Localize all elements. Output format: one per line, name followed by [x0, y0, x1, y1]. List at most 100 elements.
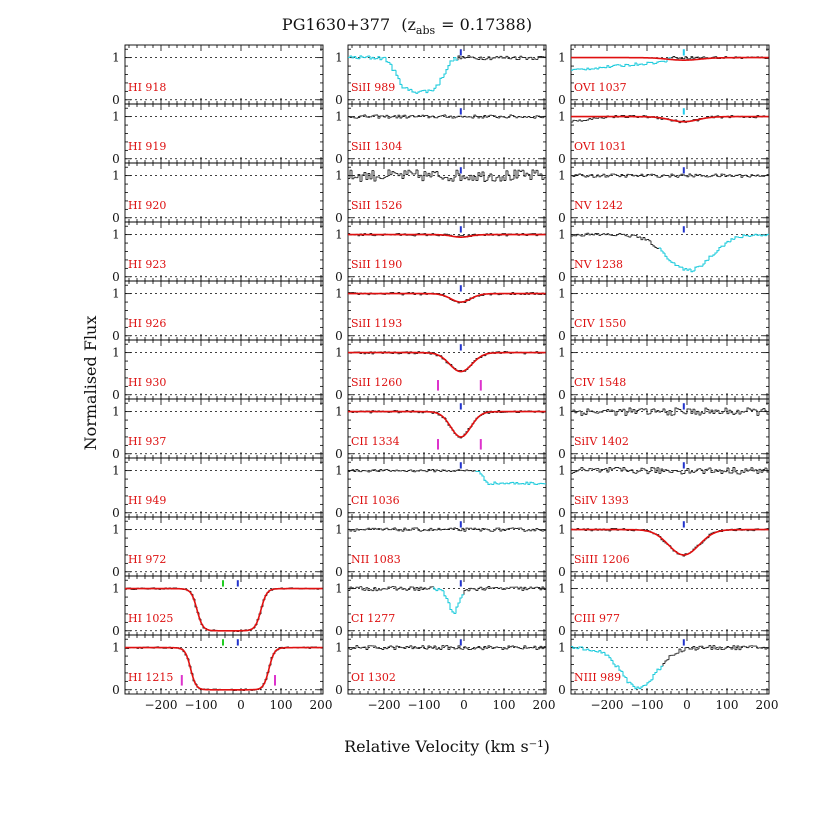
ion-label: CIV 1550: [574, 317, 626, 330]
y-tick-label: 0: [112, 329, 120, 343]
panel: 0 1 HI 972: [112, 516, 324, 579]
y-tick-label: 1: [112, 582, 120, 596]
panel: 0 1 SiII 1304: [335, 103, 547, 166]
ion-label: NIII 989: [574, 671, 621, 684]
panel-frame: [124, 221, 324, 282]
ion-label: HI 930: [128, 376, 166, 389]
panel-frame: [570, 339, 770, 400]
panel: 0 1 CII 1334: [335, 398, 547, 461]
ion-label: SiII 1260: [351, 376, 402, 389]
x-tick-label: 100: [493, 698, 516, 712]
model-fit-line: [348, 292, 546, 303]
panel-frame: [570, 280, 770, 341]
spectrum-line: [571, 407, 769, 416]
panel: 0 1 CIV 1548: [558, 339, 770, 402]
y-tick-label: 1: [335, 51, 343, 65]
ion-label: HI 1215: [128, 671, 173, 684]
panel: 0 1 OVI 1031: [558, 103, 770, 166]
ion-label: NV 1238: [574, 258, 623, 271]
spectrum-line: [571, 232, 659, 249]
x-tick-label: 100: [270, 698, 293, 712]
y-tick-label: 0: [558, 93, 566, 107]
panel-frame: [347, 339, 547, 400]
ion-label: NII 1083: [351, 553, 401, 566]
y-tick-label: 0: [112, 211, 120, 225]
panel: 0 1 CII 1036: [335, 457, 547, 520]
panel-frame: [124, 398, 324, 459]
y-tick-label: 1: [558, 110, 566, 124]
panel-frame: [347, 103, 547, 164]
panel-frame: [124, 103, 324, 164]
y-tick-label: 1: [112, 523, 120, 537]
panel-frame: [347, 398, 547, 459]
ion-label: SiII 989: [351, 81, 395, 94]
y-tick-label: 1: [335, 641, 343, 655]
panel-frame: [124, 280, 324, 341]
y-tick-label: 1: [558, 582, 566, 596]
y-tick-label: 0: [112, 683, 120, 697]
ion-label: CIII 977: [574, 612, 620, 625]
y-tick-label: 1: [112, 464, 120, 478]
y-tick-label: 0: [335, 93, 343, 107]
y-tick-label: 0: [335, 211, 343, 225]
model-fit-line: [571, 528, 769, 556]
spectrum-line: [348, 527, 546, 532]
panel: 0 1 SiII 1190: [335, 221, 547, 284]
y-tick-label: 1: [335, 346, 343, 360]
y-tick-label: 0: [112, 565, 120, 579]
panel-frame: [124, 339, 324, 400]
blended-spectrum-line: [571, 645, 663, 690]
ion-label: SiII 1526: [351, 199, 402, 212]
ion-label: CII 1036: [351, 494, 400, 507]
x-tick-label: 100: [716, 698, 739, 712]
y-tick-label: 1: [558, 287, 566, 301]
spectrum-line: [348, 645, 546, 651]
x-tick-label: −200: [145, 698, 178, 712]
y-tick-label: 0: [335, 388, 343, 402]
spectrum-line: [348, 169, 546, 182]
panel: 0 1 HI 949: [112, 457, 324, 520]
y-tick-label: 0: [558, 270, 566, 284]
ion-label: HI 923: [128, 258, 166, 271]
y-tick-label: 1: [335, 405, 343, 419]
x-tick-label: 200: [533, 698, 556, 712]
ion-label: CII 1334: [351, 435, 400, 448]
panel: 0 1 OI 1302: [335, 634, 547, 697]
y-tick-label: 0: [112, 152, 120, 166]
blended-spectrum-line: [475, 470, 546, 486]
panel: 0 1 HI 1215: [112, 634, 324, 697]
y-tick-label: 1: [558, 405, 566, 419]
blended-spectrum-line: [571, 57, 671, 71]
ion-label: OI 1302: [351, 671, 396, 684]
y-tick-label: 1: [558, 523, 566, 537]
model-fit-line: [125, 587, 323, 632]
panel-frame: [347, 516, 547, 577]
panel: 0 1 SiII 989: [335, 44, 547, 107]
model-fit-line: [571, 56, 769, 61]
panel-frame: [347, 221, 547, 282]
panel-frame: [570, 398, 770, 459]
ion-label: SiII 1304: [351, 140, 402, 153]
model-fit-line: [125, 646, 323, 691]
y-tick-label: 1: [112, 110, 120, 124]
y-tick-label: 0: [112, 447, 120, 461]
y-tick-label: 1: [335, 523, 343, 537]
ion-label: HI 972: [128, 553, 166, 566]
y-tick-label: 1: [112, 641, 120, 655]
spectrum-line: [125, 646, 323, 692]
spectrum-line: [662, 645, 769, 667]
spectrum-line: [571, 173, 769, 178]
panel: 0 1 SiIV 1402: [558, 398, 770, 461]
panel-frame: [347, 634, 547, 695]
x-tick-label: 200: [310, 698, 333, 712]
y-tick-label: 1: [112, 346, 120, 360]
y-tick-label: 1: [558, 464, 566, 478]
model-fit-line: [348, 233, 546, 238]
panel: 0 1 HI 919: [112, 103, 324, 166]
panel: 0 1 NV 1242: [558, 162, 770, 225]
ion-label: NV 1242: [574, 199, 623, 212]
ion-label: SiII 1193: [351, 317, 402, 330]
y-tick-label: 1: [112, 287, 120, 301]
y-tick-label: 0: [112, 270, 120, 284]
panel: 0 1 NII 1083: [335, 516, 547, 579]
